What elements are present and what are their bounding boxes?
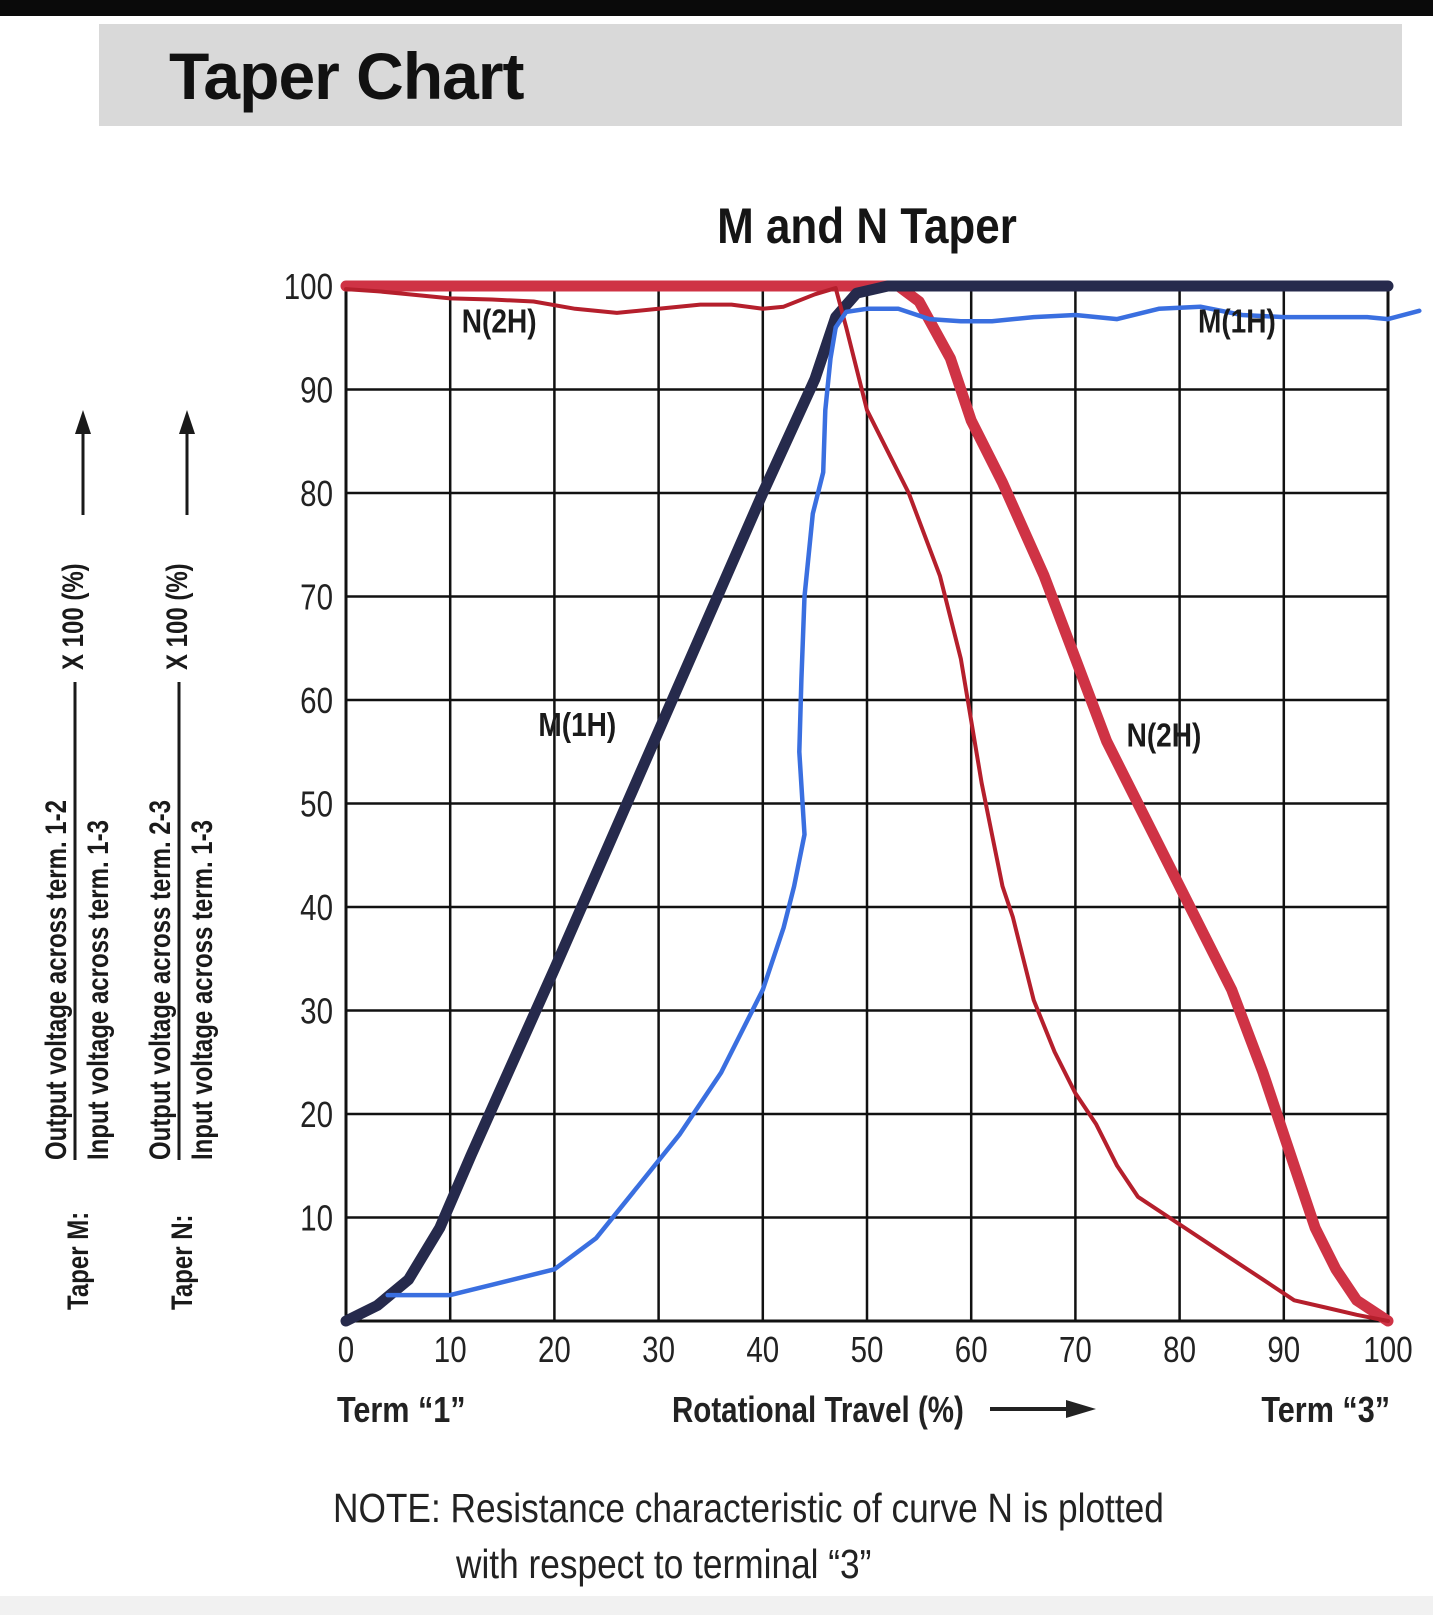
y-tick-label: 10 [300, 1198, 333, 1238]
x-tick-label: 70 [1059, 1329, 1092, 1369]
chart-series [340, 280, 1422, 1327]
x-tick-label: 0 [338, 1329, 354, 1369]
x-tick-label: 80 [1163, 1329, 1196, 1369]
y-axis-label-denominator: Input voltage across term. 1-3 [184, 820, 218, 1160]
series-line-4 [344, 286, 1390, 1323]
y-tick-label: 60 [300, 680, 333, 720]
y-axis-label-multiplier: X 100 (%) [159, 563, 193, 670]
curve-label: M(1H) [538, 707, 616, 744]
x-tick-label: 60 [955, 1329, 988, 1369]
x-tick-label: 50 [851, 1329, 884, 1369]
top-bar [0, 0, 1433, 16]
page-title: Taper Chart [169, 39, 525, 113]
y-axis-label-prefix: Taper M: [60, 1212, 94, 1310]
x-tick-label: 100 [1363, 1329, 1412, 1369]
y-axis-label-numerator: Output voltage across term. 1-2 [38, 800, 72, 1160]
term-1-label: Term “1” [337, 1391, 466, 1431]
y-tick-label: 50 [300, 784, 333, 824]
x-tick-label: 40 [746, 1329, 779, 1369]
chart-note-line-2: with respect to terminal “3” [455, 1541, 872, 1587]
y-axis-label-multiplier: X 100 (%) [55, 563, 89, 670]
chart-note-line-1: NOTE: Resistance characteristic of curve… [333, 1485, 1164, 1531]
y-tick-label: 100 [284, 266, 333, 306]
y-tick-label: 90 [300, 370, 333, 410]
y-axis-label-denominator: Input voltage across term. 1-3 [80, 820, 114, 1160]
x-tick-label: 20 [538, 1329, 571, 1369]
x-tick-label: 90 [1267, 1329, 1300, 1369]
series-line-3 [340, 280, 1394, 1327]
bottom-strip [0, 1596, 1433, 1615]
y-axis-label-2: Taper N: Output voltage across term. 2-3 I… [142, 410, 219, 1310]
term-3-label: Term “3” [1261, 1391, 1390, 1431]
y-axis-label-1: Taper M: Output voltage across term. 1-2 I… [38, 410, 115, 1310]
y-tick-label: 40 [300, 887, 333, 927]
series-line-1 [340, 280, 1394, 1327]
x-axis-label: Rotational Travel (%) [672, 1389, 964, 1429]
chart-note: NOTE: Resistance characteristic of curve… [333, 1480, 1164, 1592]
title-banner: Taper Chart [99, 24, 1402, 126]
chart-title: M and N Taper [717, 197, 1017, 253]
series-line-2 [385, 304, 1422, 1298]
curve-label: N(2H) [1127, 717, 1202, 754]
chart-labels: M and N Taper 10 20 30 40 50 60 70 80 90 100 0 10 20 3… [38, 197, 1412, 1430]
curve-label: N(2H) [462, 303, 537, 340]
y-axis-label-prefix: Taper N: [164, 1214, 198, 1310]
x-tick-label: 30 [642, 1329, 675, 1369]
curve-label: M(1H) [1198, 303, 1276, 340]
y-tick-label: 20 [300, 1094, 333, 1134]
y-tick-label: 80 [300, 473, 333, 513]
y-tick-label: 70 [300, 577, 333, 617]
chart-grid [344, 284, 1390, 1323]
y-tick-label: 30 [300, 991, 333, 1031]
y-axis-arrow-head [75, 410, 91, 434]
y-axis-arrow-head [179, 410, 195, 434]
x-axis-arrow-head [1066, 1400, 1096, 1418]
y-axis-label-numerator: Output voltage across term. 2-3 [142, 800, 176, 1160]
x-tick-label: 10 [434, 1329, 467, 1369]
